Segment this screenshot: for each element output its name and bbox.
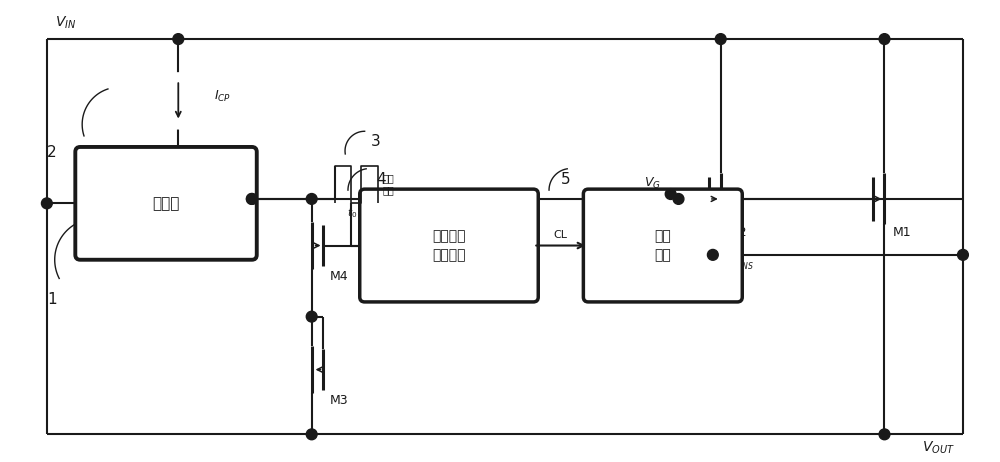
Text: M1: M1 — [892, 226, 911, 239]
Circle shape — [707, 249, 718, 260]
Circle shape — [306, 429, 317, 440]
Circle shape — [173, 34, 184, 44]
Text: 电荷泵: 电荷泵 — [152, 196, 180, 211]
Circle shape — [246, 194, 257, 204]
Text: 1: 1 — [47, 292, 56, 307]
FancyBboxPatch shape — [583, 189, 742, 302]
Circle shape — [41, 198, 52, 209]
FancyBboxPatch shape — [360, 189, 538, 302]
Text: 2: 2 — [47, 145, 56, 160]
Text: 限流
电路: 限流 电路 — [654, 229, 671, 262]
Text: 脉冲
延时: 脉冲 延时 — [382, 173, 394, 195]
Text: $V_G$: $V_G$ — [644, 176, 661, 191]
Circle shape — [246, 194, 257, 204]
Circle shape — [306, 194, 317, 204]
Text: 3: 3 — [371, 134, 380, 149]
Text: 边沿触发
脉冲延时: 边沿触发 脉冲延时 — [432, 229, 466, 262]
Circle shape — [879, 429, 890, 440]
Circle shape — [306, 311, 317, 322]
Text: $V_{SNS}$: $V_{SNS}$ — [729, 259, 754, 273]
Text: M4: M4 — [329, 270, 348, 283]
Text: 4: 4 — [376, 172, 386, 187]
Text: M3: M3 — [329, 394, 348, 407]
Text: 5: 5 — [561, 172, 570, 187]
Text: $I_{CP}$: $I_{CP}$ — [214, 89, 231, 104]
Circle shape — [879, 34, 890, 44]
Circle shape — [665, 188, 676, 200]
Text: $t_0$: $t_0$ — [347, 207, 357, 220]
Text: $V_{IN}$: $V_{IN}$ — [55, 15, 76, 31]
Circle shape — [715, 34, 726, 44]
Text: M2: M2 — [729, 226, 747, 239]
Circle shape — [958, 249, 968, 260]
Text: CL: CL — [554, 230, 568, 240]
Circle shape — [151, 73, 206, 128]
Circle shape — [673, 194, 684, 204]
FancyBboxPatch shape — [75, 147, 257, 260]
Text: $V_{OUT}$: $V_{OUT}$ — [922, 439, 955, 456]
